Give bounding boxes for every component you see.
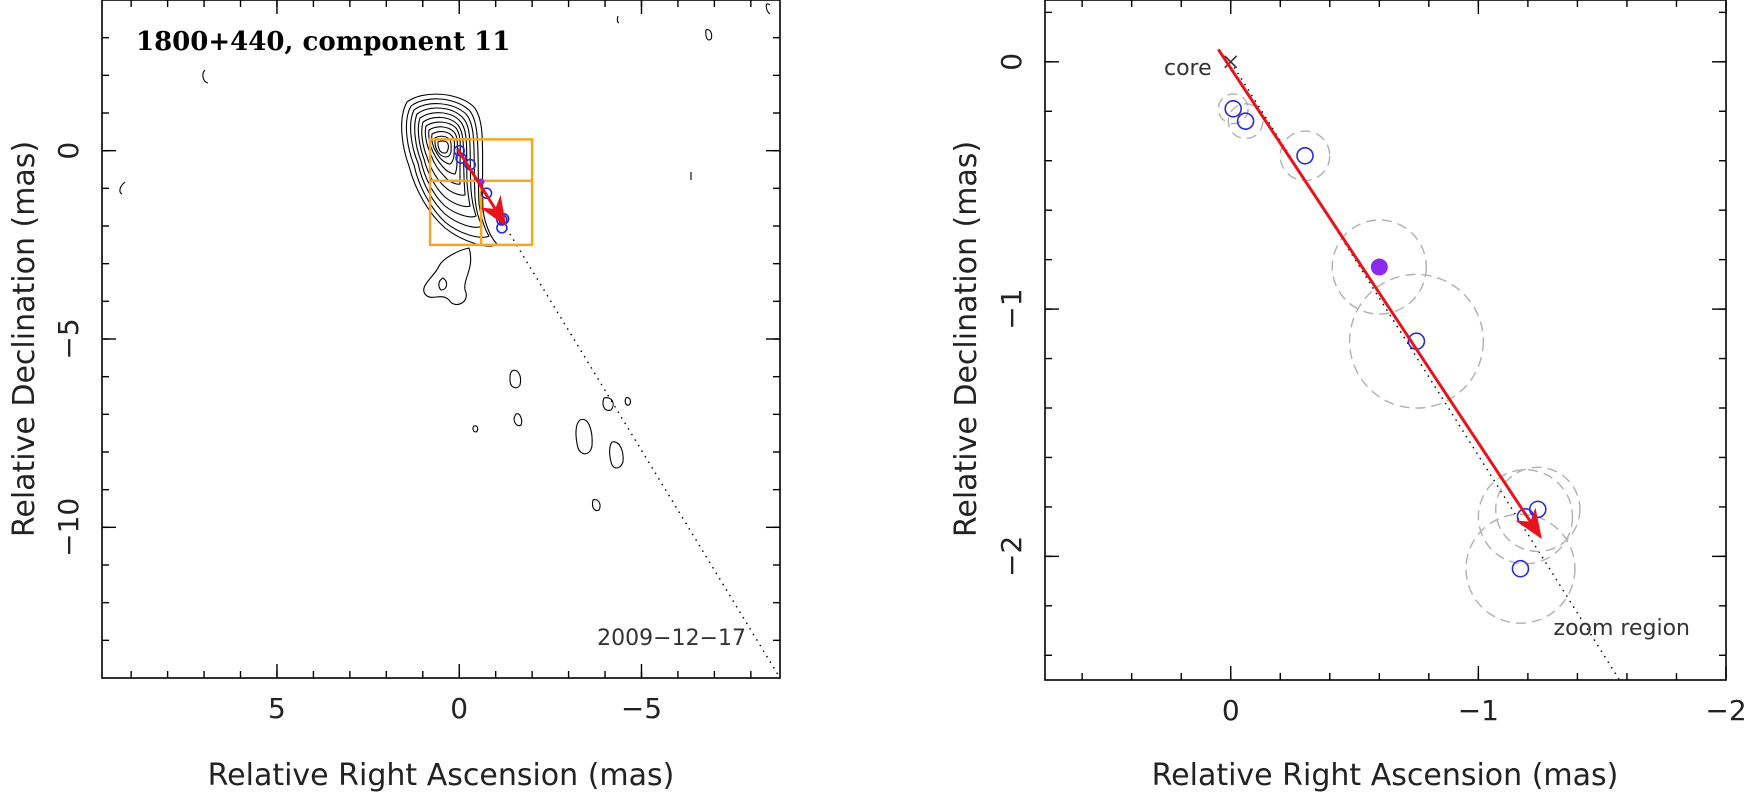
contour-extended-jet [423, 247, 472, 305]
error-circle [1494, 466, 1581, 553]
left-tick-labels: 5 0 −5 0 −5 −10 [52, 142, 662, 725]
contour-island [513, 413, 523, 427]
contour-island [609, 441, 624, 469]
contour-level-3 [410, 103, 483, 228]
component-marker [1236, 112, 1255, 130]
contour-level-11 [437, 140, 449, 154]
error-circle [1331, 219, 1428, 315]
zoom-region-label: zoom region [1554, 616, 1690, 641]
contour-island [765, 3, 771, 15]
contour-island [509, 369, 522, 389]
component-marker [453, 144, 466, 157]
contour-island [616, 15, 620, 24]
contour-level-8 [428, 126, 458, 175]
error-circle [1465, 513, 1576, 624]
component-marker [1511, 559, 1530, 578]
right-x-tick-label: −2 [1705, 694, 1746, 727]
right-tick-labels: 0 −1 −2 0 −1 −2 [995, 53, 1747, 727]
contour-jet-knot [438, 277, 448, 291]
left-ticks [102, 0, 780, 678]
right-panel: 0 −1 −2 0 −1 −2 core zoom region Relative Rig… [949, 0, 1747, 793]
observation-date: 2009−12−17 [597, 626, 746, 651]
left-y-tick-label: 0 [52, 142, 85, 160]
error-circle [1477, 469, 1574, 565]
error-circle [1217, 93, 1249, 125]
contour-level-4 [414, 107, 477, 218]
component-marker [1224, 100, 1243, 118]
zoom-region-box [428, 138, 534, 247]
left-x-tick-label: −5 [621, 692, 662, 725]
right-x-tick-label: −1 [1458, 694, 1499, 727]
intensity-contours [401, 93, 498, 305]
left-x-axis-label: Relative Right Ascension (mas) [208, 758, 675, 793]
contour-island [705, 29, 713, 41]
error-circle [1227, 103, 1264, 140]
contour-level-5 [417, 112, 471, 208]
contour-island [202, 69, 209, 84]
component-marker [1528, 500, 1547, 519]
component-marker [1296, 146, 1314, 165]
trajectory-line [458, 150, 781, 679]
error-circle [1348, 273, 1485, 409]
left-x-tick-label: 0 [450, 692, 468, 725]
left-y-tick-label: −10 [52, 498, 85, 557]
core-label: core [1164, 56, 1212, 81]
right-y-tick-label: −2 [995, 536, 1028, 577]
contour-level-9 [431, 131, 456, 165]
left-x-tick-label: 5 [268, 692, 286, 725]
right-ticks [1045, 0, 1727, 680]
contour-island [591, 499, 601, 512]
motion-arrow [1217, 48, 1542, 540]
trajectory-line [1230, 61, 1621, 681]
left-y-axis-label: Relative Declination (mas) [7, 141, 42, 537]
right-x-tick-label: 0 [1222, 694, 1240, 727]
right-y-tick-label: −1 [995, 288, 1028, 329]
contour-island [119, 181, 126, 195]
contour-level-2 [405, 98, 490, 238]
contour-islands [119, 3, 771, 512]
right-overlay [1217, 48, 1621, 681]
highlight-component [1370, 258, 1388, 276]
core-marker [1224, 55, 1238, 69]
left-panel: 5 0 −5 0 −5 −10 [7, 0, 781, 793]
chart-title: 1800+440, component 11 [136, 27, 510, 57]
contour-island [602, 397, 614, 411]
left-y-tick-label: −5 [52, 318, 85, 359]
left-overlay [428, 138, 781, 679]
contour-level-6 [421, 116, 466, 196]
motion-arrow [456, 147, 507, 227]
right-y-axis-label: Relative Declination (mas) [949, 141, 984, 537]
contour-island [575, 418, 593, 455]
right-y-tick-label: 0 [995, 53, 1028, 71]
contour-island [624, 397, 631, 406]
contour-island [472, 425, 479, 433]
right-x-axis-label: Relative Right Ascension (mas) [1152, 758, 1619, 793]
right-plot-frame [1044, 0, 1727, 681]
left-plot-frame [101, 0, 781, 679]
